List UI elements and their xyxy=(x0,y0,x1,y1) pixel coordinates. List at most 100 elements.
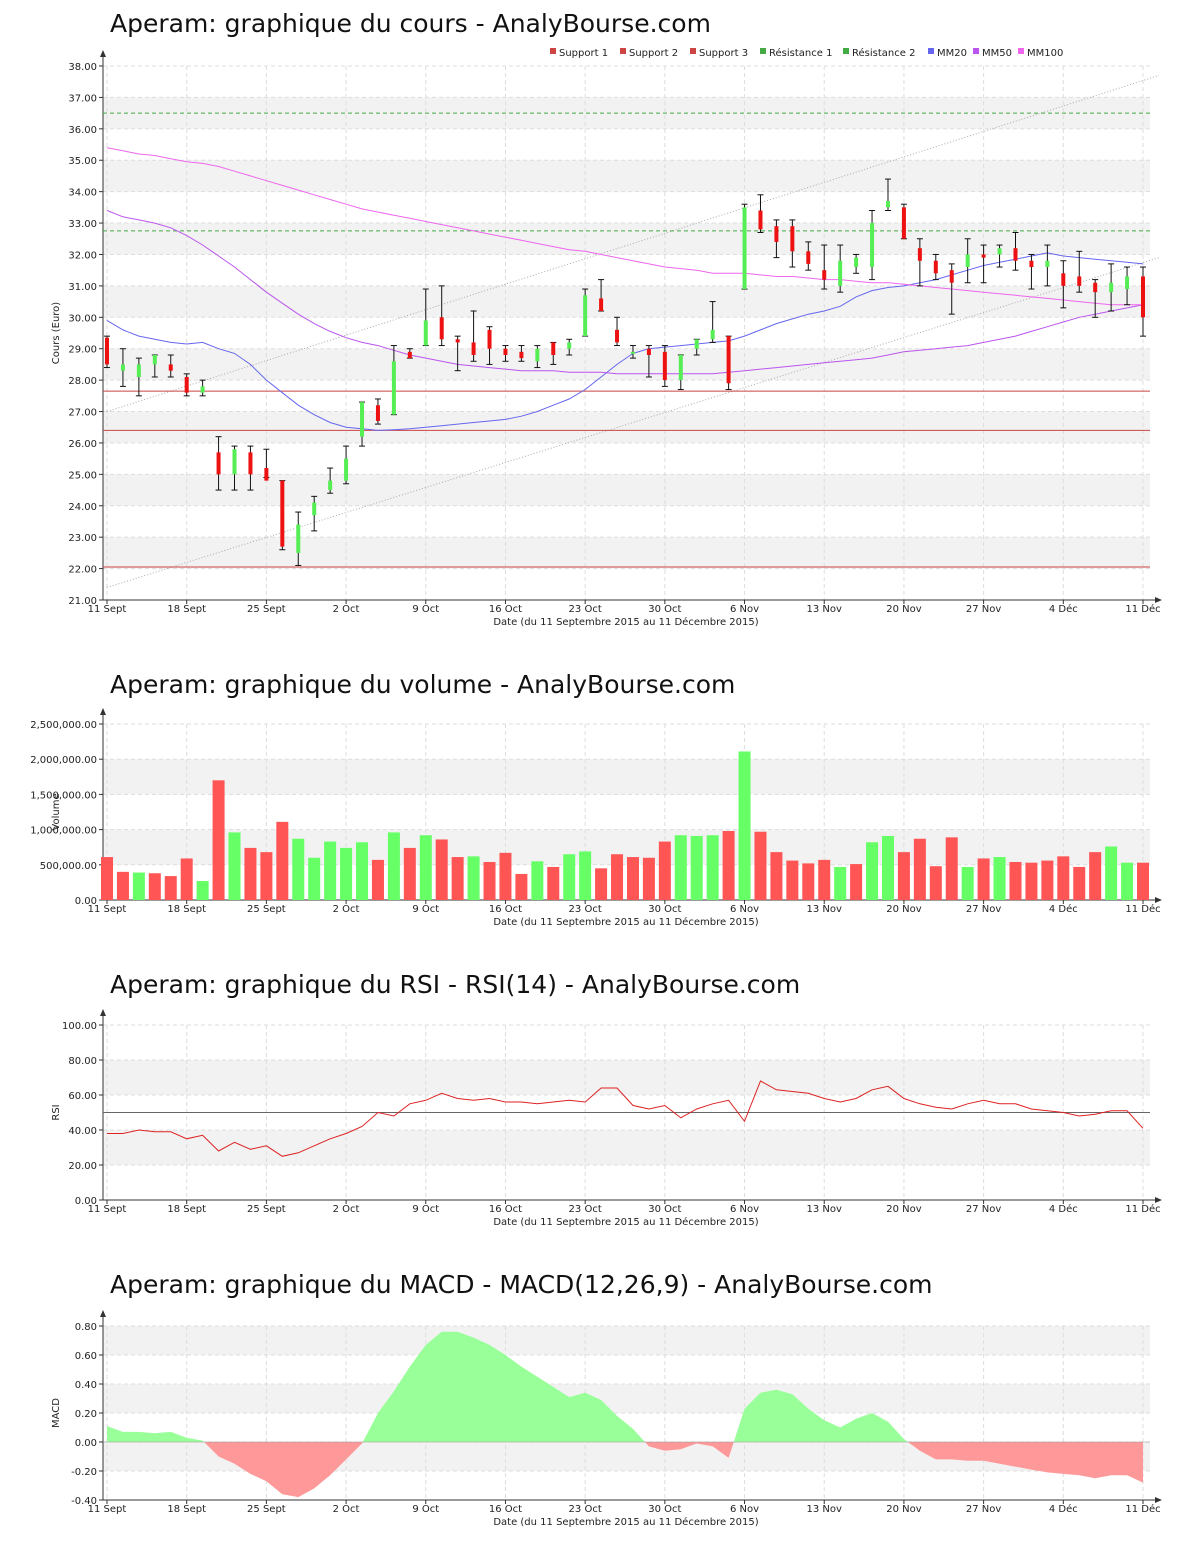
legend-label: MM20 xyxy=(937,48,967,59)
candle-body xyxy=(184,376,189,393)
candle-body xyxy=(1109,282,1114,293)
candle-body xyxy=(710,329,715,340)
band xyxy=(103,411,1150,443)
macd-chart-title: Aperam: graphique du MACD - MACD(12,26,9… xyxy=(110,1270,933,1299)
candle xyxy=(821,244,828,290)
candle-body xyxy=(1093,282,1098,293)
x-tick-label: 25 Sept xyxy=(247,1204,286,1215)
candle-body xyxy=(806,251,811,264)
volume-bar xyxy=(658,841,671,900)
candle xyxy=(199,379,206,397)
candle xyxy=(438,285,445,347)
candle-body xyxy=(455,339,460,343)
candle-body xyxy=(726,336,731,384)
x-tick-label: 4 Déc xyxy=(1049,903,1078,915)
candle xyxy=(406,348,413,359)
volume-bar xyxy=(212,780,225,900)
candle xyxy=(183,373,190,397)
volume-bar xyxy=(499,852,512,900)
x-tick-label: 27 Nov xyxy=(966,1504,1002,1515)
volume-bar xyxy=(1105,846,1118,900)
rsi-panel: Aperam: graphique du RSI - RSI(14) - Ana… xyxy=(0,940,1200,1240)
volume-panel: Aperam: graphique du volume - AnalyBours… xyxy=(0,640,1200,940)
candle-body xyxy=(870,223,875,268)
candle-body xyxy=(551,342,556,355)
candle xyxy=(693,338,700,356)
x-tick-label: 6 Nov xyxy=(730,604,759,615)
y-tick-label: 0.00 xyxy=(75,896,97,907)
x-tick-label: 9 Oct xyxy=(412,1504,439,1515)
candle-body xyxy=(933,260,938,274)
candle xyxy=(741,203,748,290)
x-tick-label: 18 Sept xyxy=(167,1204,206,1215)
x-tick-label: 23 Oct xyxy=(569,1504,602,1515)
legend-label: Support 3 xyxy=(699,48,748,59)
candle-body xyxy=(1029,260,1034,268)
volume-bar xyxy=(977,858,990,900)
candle xyxy=(390,345,397,416)
volume-bar xyxy=(754,831,767,900)
band xyxy=(103,537,1150,569)
y-tick-label: 30.00 xyxy=(68,313,97,324)
candle xyxy=(773,219,780,259)
volume-bar xyxy=(467,856,480,900)
volume-bar xyxy=(674,835,687,900)
candle xyxy=(677,354,684,391)
candle-body xyxy=(694,339,699,349)
x-axis-title: Date (du 11 Septembre 2015 au 11 Décembr… xyxy=(493,1516,758,1528)
volume-chart: 0.00 500,000.00 1,000,000.00 1,500,000.00 2,… xyxy=(30,708,1162,928)
volume-bar xyxy=(531,861,544,900)
candle-body xyxy=(885,201,890,208)
y-tick-label: 2,500,000.00 xyxy=(30,720,97,731)
candle xyxy=(805,241,812,271)
candle-body xyxy=(105,337,109,365)
candle xyxy=(725,335,732,391)
x-tick-label: 11 Déc xyxy=(1125,1203,1160,1215)
volume-bar xyxy=(308,857,321,900)
candle-body xyxy=(136,364,141,377)
y-tick-label: 26.00 xyxy=(68,439,97,450)
legend-swatch xyxy=(1018,48,1024,54)
volume-bar xyxy=(866,842,879,900)
candle-body xyxy=(774,226,779,242)
volume-bar xyxy=(993,857,1006,900)
volume-bar xyxy=(101,857,113,900)
series-mm100 xyxy=(106,147,1143,306)
x-tick-label: 25 Sept xyxy=(247,604,286,615)
x-tick-label: 11 Déc xyxy=(1125,1503,1160,1515)
candle-body xyxy=(375,405,380,421)
macd-chart: -0.40 -0.20 0.00 0.20 0.40 0.60 0.80 11 Sept 18 … xyxy=(51,1310,1162,1528)
candle xyxy=(550,341,557,365)
candle-body xyxy=(790,226,795,252)
volume-bar xyxy=(706,835,719,900)
volume-bar xyxy=(324,841,337,900)
volume-bar xyxy=(563,854,576,900)
rsi-chart-title: Aperam: graphique du RSI - RSI(14) - Ana… xyxy=(110,970,801,999)
y-tick-label: -0.40 xyxy=(71,1496,97,1507)
volume-bar xyxy=(340,847,353,900)
y-tick-label: 22.00 xyxy=(68,565,97,576)
y-axis-title: MACD xyxy=(51,1398,62,1428)
volume-bar xyxy=(356,842,369,900)
candle-body xyxy=(248,452,253,475)
candle xyxy=(661,345,668,387)
volume-bar xyxy=(148,873,161,900)
volume-bar xyxy=(451,857,464,900)
legend-swatch xyxy=(973,48,979,54)
y-tick-label: 24.00 xyxy=(68,502,97,513)
x-tick-label: 20 Nov xyxy=(886,1504,922,1515)
x-axis-arrow xyxy=(1155,597,1162,603)
candle xyxy=(1108,263,1115,312)
candle xyxy=(422,288,429,347)
candle xyxy=(900,203,907,240)
candle xyxy=(502,345,509,362)
candle xyxy=(614,316,621,347)
candle xyxy=(1076,250,1083,293)
volume-bar xyxy=(834,866,847,900)
y-tick-label: 0.20 xyxy=(75,1409,97,1420)
y-tick-label: 23.00 xyxy=(68,533,97,544)
candle-body xyxy=(1013,248,1018,261)
candle xyxy=(916,238,923,287)
x-tick-label: 20 Nov xyxy=(886,904,922,915)
candle xyxy=(980,244,987,284)
